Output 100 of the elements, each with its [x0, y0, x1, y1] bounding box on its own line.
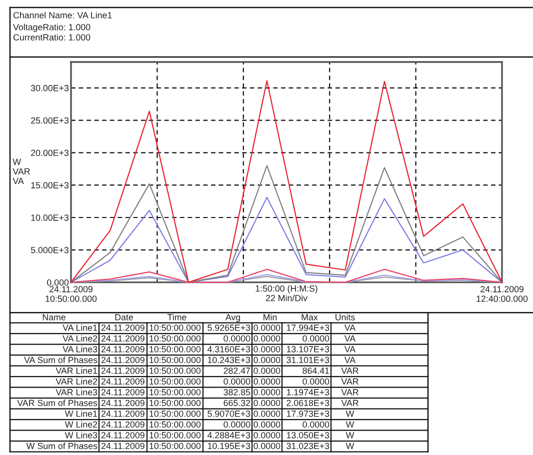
y-axis-title: W VAR VA: [12, 158, 30, 184]
text: Min: [264, 314, 277, 320]
text: 0.0000: [224, 335, 250, 342]
text: 0.0000: [254, 389, 280, 396]
text: 0.0000: [254, 335, 280, 342]
y-tick-label: 0.000: [47, 279, 69, 286]
text: Time: [167, 314, 186, 320]
y-tick-label: 30.00E+3: [30, 84, 69, 92]
text: 4.3160E+3: [207, 346, 250, 352]
text: 1.1974E+3: [286, 389, 330, 396]
text: VAR: [341, 400, 358, 406]
text: W Line1: [64, 410, 98, 417]
text: 5.9265E+3: [208, 324, 250, 331]
text: VA: [344, 356, 356, 364]
text: VAR: [341, 389, 358, 396]
text: Avg: [225, 314, 240, 322]
text: 10:50:00.000: [150, 378, 201, 385]
text: 10.243E+3: [208, 356, 250, 364]
text: 24.11.2009: [101, 410, 144, 417]
text: 0.0000: [224, 421, 250, 428]
text: 24.11.2009: [101, 346, 144, 352]
text: 282.47: [224, 368, 250, 374]
text: 13.107E+3: [286, 346, 330, 352]
text: W: [346, 432, 354, 438]
text: 0.0000: [254, 400, 280, 406]
text: 24.11.2009: [101, 356, 144, 364]
text: 10:50:00.000: [150, 421, 201, 428]
text: 10:50:00.000: [150, 410, 201, 417]
y-tick-label: 15.00E+3: [31, 182, 69, 188]
y-tick-label: 20.00E+3: [31, 150, 69, 156]
text: 0.0000: [302, 378, 330, 385]
text: 0.0000: [254, 410, 280, 417]
text: W Line2: [64, 421, 98, 428]
text: Max: [302, 314, 318, 320]
text: 0.0000: [254, 346, 280, 352]
text: VAR Sum of Phases: [17, 400, 98, 406]
text: 31.101E+3: [286, 356, 330, 364]
text: 382.85: [224, 389, 250, 396]
text: 24.11.2009: [101, 368, 144, 374]
text: 864.41: [302, 368, 330, 374]
x-axis-title: 1:50:00 (H:M:S) 22 Min/Div: [256, 285, 318, 302]
text: 10:50:00.000: [150, 389, 201, 396]
text: 0.0000: [302, 335, 330, 342]
text: VAR: [341, 368, 358, 374]
text: 10:50:00.000: [150, 346, 201, 352]
text: VAR Line1: [56, 367, 98, 374]
y-tick-label: 5.000E+3: [30, 246, 69, 254]
text: 24.11.2009: [101, 421, 144, 428]
text: 24.11.2009: [101, 400, 144, 406]
x-tick-label: 24.11.2009 10:50:00.000: [46, 286, 97, 302]
text: 13.050E+3: [286, 432, 330, 438]
text: 17.973E+3: [286, 410, 330, 417]
text: 4.2884E+3: [207, 432, 250, 438]
text: VAR Line3: [56, 388, 98, 396]
text: 10:50:00.000: [150, 432, 201, 438]
text: 0.0000: [254, 368, 280, 374]
text: W: [346, 410, 354, 417]
text: 0.0000: [254, 432, 280, 438]
text: 0.0000: [254, 442, 280, 450]
text: VA: [344, 324, 356, 331]
text: VA Line3: [62, 346, 98, 352]
text: W: [346, 442, 354, 450]
text: 24.11.2009: [101, 389, 144, 396]
text: 31.023E+3: [286, 442, 330, 450]
text: 10:50:00.000: [150, 400, 201, 406]
text: 10:50:00.000: [150, 356, 201, 364]
chart-subtitle: VoltageRatio: 1.000 CurrentRatio: 1.000: [13, 24, 90, 40]
text: VA Line2: [62, 335, 98, 342]
text: 665.32: [224, 400, 250, 406]
text: 5.9070E+3: [208, 410, 250, 417]
x-tick-label: 24.11.2009 12:40:00.000: [476, 286, 528, 302]
text: Date: [115, 314, 133, 320]
text: 10.195E+3: [208, 442, 250, 450]
text: VA Line1: [62, 324, 98, 331]
text: VA: [344, 335, 356, 342]
text: 24.11.2009: [101, 442, 144, 450]
text: VAR Line2: [56, 378, 98, 385]
text: 0.0000: [224, 378, 250, 385]
text: Units: [336, 314, 355, 320]
text: 10:50:00.000: [150, 324, 201, 331]
text: 0.0000: [302, 421, 330, 428]
text: VA Sum of Phases: [24, 356, 98, 364]
text: 0.0000: [254, 324, 280, 331]
text: VA: [344, 346, 356, 352]
text: VAR: [341, 378, 358, 385]
text: 24.11.2009: [101, 432, 144, 438]
text: 10:50:00.000: [150, 368, 201, 374]
text: W Sum of Phases: [26, 442, 98, 450]
text: W: [346, 421, 354, 428]
text: 17.994E+3: [286, 324, 330, 331]
y-tick-label: 10.00E+3: [31, 214, 69, 221]
text: 24.11.2009: [101, 335, 144, 342]
text: 2.0618E+3: [286, 400, 330, 406]
text: 0.0000: [254, 356, 280, 364]
text: W Line3: [64, 432, 98, 438]
y-tick-label: 25.00E+3: [31, 117, 69, 124]
text: 10:50:00.000: [150, 335, 201, 342]
text: 24.11.2009: [101, 324, 144, 331]
text: Name: [42, 314, 66, 320]
text: 24.11.2009: [101, 378, 144, 385]
